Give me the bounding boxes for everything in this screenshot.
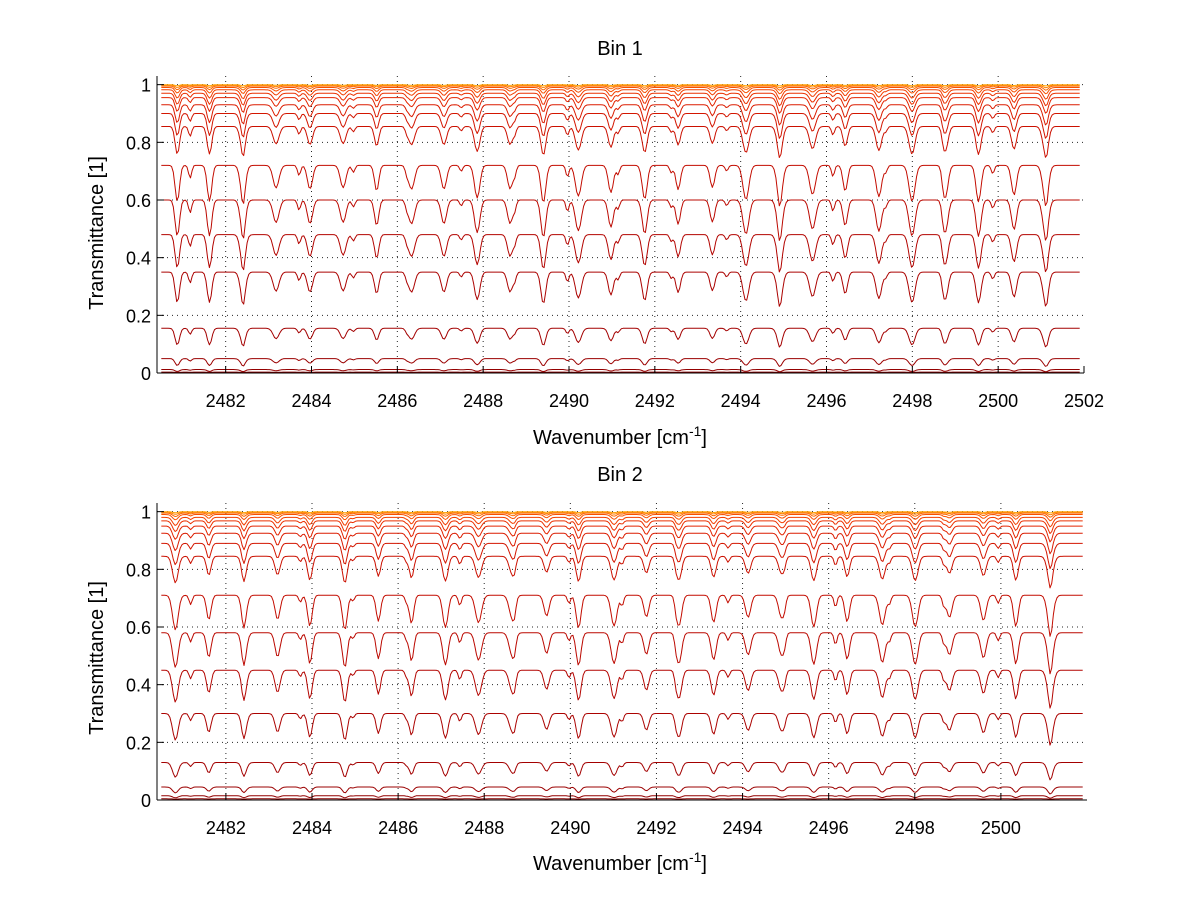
series-line-3 [161, 358, 1080, 367]
series-line-7 [161, 632, 1083, 675]
x-tick-label: 2494 [723, 818, 763, 838]
y-tick-label: 0.2 [126, 733, 151, 753]
x-tick-label: 2502 [1064, 391, 1104, 411]
series-line-11 [161, 532, 1083, 555]
series-line-2 [161, 795, 1083, 799]
series-line-18 [161, 511, 1083, 514]
x-tick-label: 2490 [550, 818, 590, 838]
x-tick-labels: 2482 2484 2486 2488 2490 2492 2494 2496 2498 2500 [206, 818, 1021, 838]
series-line-3 [161, 786, 1083, 795]
chart-panel-bin-1: Bin 1 2482 2484 2486 2488 2490 2492 2494 2496 24… [86, 38, 1104, 449]
x-axis-label: Wavenumber [cm-1] [533, 849, 707, 875]
y-axis-label: Transmittance [1] [86, 581, 108, 735]
axes [156, 76, 1085, 374]
series-line-7 [161, 199, 1080, 241]
series-line-12 [161, 525, 1083, 543]
series-line-14 [161, 516, 1083, 528]
y-tick-label: 0.6 [126, 191, 151, 211]
series-line-14 [161, 89, 1080, 100]
x-tick-label: 2482 [206, 818, 246, 838]
y-tick-label: 0 [141, 364, 151, 384]
series-line-11 [161, 104, 1080, 126]
x-tick-label: 2492 [635, 391, 675, 411]
x-tick-label: 2496 [809, 818, 849, 838]
y-tick-label: 0.2 [126, 306, 151, 326]
chart-panel-bin-2: Bin 2 2482 2484 2486 2488 2490 2492 2494 2496 24… [86, 464, 1087, 875]
x-tick-label: 2500 [981, 818, 1021, 838]
series-line-6 [161, 234, 1080, 273]
x-tick-label: 2498 [892, 391, 932, 411]
series-group [161, 84, 1080, 373]
axes [156, 503, 1087, 801]
y-tick-label: 0.6 [126, 618, 151, 638]
series-line-18 [161, 84, 1080, 87]
series-line-2 [161, 369, 1080, 373]
x-tick-label: 2484 [291, 391, 331, 411]
series-line-10 [161, 542, 1083, 570]
series-line-5 [161, 713, 1083, 746]
x-tick-label: 2500 [978, 391, 1018, 411]
series-line-4 [161, 762, 1083, 781]
x-tick-label: 2482 [206, 391, 246, 411]
series-line-13 [161, 520, 1083, 534]
chart-title: Bin 1 [597, 38, 643, 60]
x-tick-label: 2488 [463, 391, 503, 411]
x-tick-label: 2496 [806, 391, 846, 411]
y-axis-label: Transmittance [1] [86, 156, 108, 310]
x-tick-label: 2486 [378, 818, 418, 838]
x-tick-label: 2492 [636, 818, 676, 838]
x-axis-label: Wavenumber [cm-1] [533, 423, 707, 449]
y-tick-label: 0.4 [126, 676, 151, 696]
series-line-9 [161, 126, 1080, 158]
y-tick-label: 1 [141, 76, 151, 96]
series-line-6 [161, 669, 1083, 709]
y-tick-label: 0.4 [126, 249, 151, 269]
series-line-4 [161, 327, 1080, 348]
y-tick-labels: 0 0.2 0.4 0.6 0.8 1 [126, 76, 151, 384]
y-tick-labels: 0 0.2 0.4 0.6 0.8 1 [126, 503, 151, 811]
series-line-12 [161, 97, 1080, 114]
y-tick-label: 0.8 [126, 133, 151, 153]
x-tick-label: 2498 [895, 818, 935, 838]
series-line-15 [161, 514, 1083, 522]
series-line-8 [161, 164, 1080, 207]
series-line-16 [161, 85, 1080, 91]
x-tick-label: 2488 [464, 818, 504, 838]
series-group [161, 511, 1083, 800]
series-line-5 [161, 271, 1080, 307]
y-tick-label: 1 [141, 503, 151, 523]
x-tick-label: 2484 [292, 818, 332, 838]
series-line-13 [161, 92, 1080, 107]
series-line-8 [161, 594, 1083, 637]
series-line-10 [161, 113, 1080, 139]
x-tick-label: 2490 [549, 391, 589, 411]
chart-title: Bin 2 [597, 464, 643, 486]
x-tick-label: 2486 [377, 391, 417, 411]
series-line-16 [161, 512, 1083, 518]
series-line-9 [161, 555, 1083, 589]
x-tick-labels: 2482 2484 2486 2488 2490 2492 2494 2496 2498 2500… [206, 391, 1104, 411]
series-line-15 [161, 87, 1080, 95]
y-tick-label: 0.8 [126, 560, 151, 580]
y-tick-label: 0 [141, 791, 151, 811]
x-tick-label: 2494 [721, 391, 761, 411]
